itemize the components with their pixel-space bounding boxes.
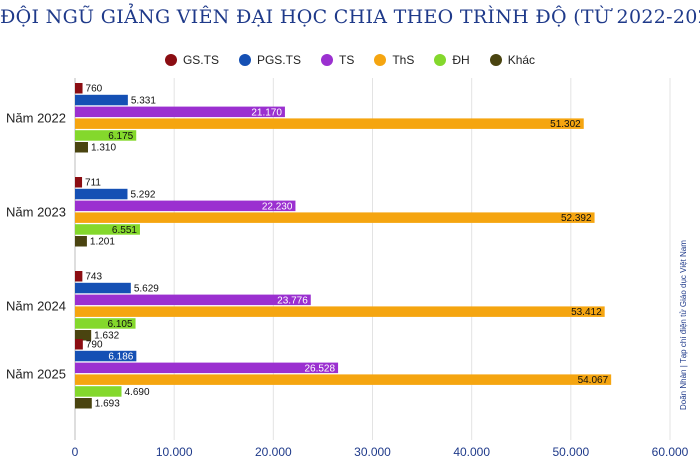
data-label: 23.776 [277, 295, 308, 306]
data-label: 6.186 [108, 352, 133, 363]
data-label: 760 [86, 84, 103, 95]
bar-khác [75, 398, 92, 409]
data-label: 54.067 [578, 375, 609, 386]
data-label: 5.331 [131, 96, 156, 107]
legend-item-3: TS [320, 53, 355, 67]
x-tick-label: 10.000 [156, 445, 193, 459]
bar-pgsts [75, 350, 137, 362]
bar-pgsts [75, 94, 128, 106]
data-label: 1.201 [90, 237, 115, 248]
data-label: 22.230 [262, 201, 293, 212]
legend-swatch [489, 54, 502, 66]
bar-ts [75, 106, 285, 118]
bar-khác [75, 142, 88, 153]
legend-item-2: PGS.TS [238, 53, 301, 67]
legend-swatch [238, 54, 251, 66]
legend-item-5: ĐH [434, 53, 470, 67]
x-tick-label: 50.000 [552, 445, 589, 459]
x-tick-label: 40.000 [453, 445, 490, 459]
category-label: Năm 2024 [6, 298, 66, 313]
data-label: 1.310 [91, 143, 116, 154]
bar-ts [75, 200, 296, 212]
legend-label: ĐH [452, 53, 470, 67]
legend-swatch [320, 54, 333, 66]
bar-khác [75, 236, 87, 247]
x-tick-label: 0 [72, 445, 79, 459]
x-tick-label: 20.000 [255, 445, 292, 459]
legend-label: TS [338, 53, 355, 67]
bar-ths [75, 212, 595, 223]
bar-gsts [75, 177, 83, 188]
data-label: 52.392 [561, 213, 592, 224]
bar-đh [75, 318, 136, 329]
legend: GS.TS PGS.TS TS ThS ĐH Khác [0, 49, 700, 71]
legend-item-6: Khác [489, 53, 536, 67]
bar-pgsts [75, 188, 128, 200]
data-label: 53.412 [571, 307, 602, 318]
legend-swatch [164, 54, 177, 66]
bar-khác [75, 330, 92, 341]
credit-text: Doãn Nhàn | Tạp chí điện tử Giáo dục Việ… [679, 240, 688, 410]
data-label: 790 [86, 340, 103, 351]
legend-label: GS.TS [182, 53, 219, 67]
data-label: 1.632 [94, 331, 119, 342]
data-label: 6.551 [112, 225, 137, 236]
data-label: 1.693 [95, 399, 120, 410]
legend-label: Khác [507, 53, 536, 67]
legend-label: PGS.TS [256, 53, 301, 67]
data-label: 51.302 [550, 119, 581, 130]
legend-swatch [434, 54, 447, 66]
data-label: 26.528 [304, 363, 335, 374]
bar-đh [75, 386, 122, 397]
category-label: Năm 2025 [6, 366, 66, 381]
bar-ts [75, 362, 339, 374]
bar-ts [75, 294, 311, 306]
data-label: 5.292 [130, 190, 155, 201]
bar-gsts [75, 339, 83, 350]
data-label: 21.170 [251, 107, 282, 118]
x-tick-label: 30.000 [354, 445, 391, 459]
bar-ths [75, 306, 605, 317]
chart-title: ĐỘI NGŨ GIẢNG VIÊN ĐẠI HỌC CHIA THEO TRÌ… [0, 6, 700, 28]
bar-ths [75, 374, 612, 385]
bar-gsts [75, 83, 83, 94]
data-label: 6.105 [108, 319, 133, 330]
legend-label: ThS [392, 53, 415, 67]
data-label: 5.629 [134, 284, 159, 295]
category-label: Năm 2022 [6, 110, 66, 125]
data-label: 4.690 [125, 387, 150, 398]
bar-gsts [75, 271, 83, 282]
x-tick-label: 60.000 [652, 445, 689, 459]
legend-swatch [374, 54, 387, 66]
bar-đh [75, 130, 137, 141]
bar-pgsts [75, 282, 131, 294]
legend-item-1: GS.TS [164, 53, 219, 67]
bar-đh [75, 224, 140, 235]
data-label: 711 [85, 178, 101, 189]
category-label: Năm 2023 [6, 204, 66, 219]
bar-ths [75, 118, 584, 129]
data-label: 6.175 [108, 131, 133, 142]
legend-item-4: ThS [374, 53, 414, 67]
data-label: 743 [85, 272, 102, 283]
